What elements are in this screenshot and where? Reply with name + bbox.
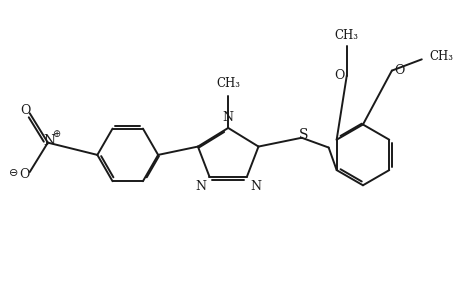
Text: O: O xyxy=(393,64,404,77)
Text: S: S xyxy=(298,128,308,142)
Text: O: O xyxy=(333,69,344,82)
Text: ⊕: ⊕ xyxy=(52,129,61,139)
Text: N: N xyxy=(250,180,261,193)
Text: O: O xyxy=(21,104,31,117)
Text: O: O xyxy=(20,168,30,181)
Text: ⊖: ⊖ xyxy=(9,168,19,178)
Text: CH₃: CH₃ xyxy=(334,29,358,42)
Text: CH₃: CH₃ xyxy=(216,77,240,90)
Text: CH₃: CH₃ xyxy=(428,50,452,63)
Text: N: N xyxy=(222,111,233,124)
Text: N: N xyxy=(195,180,206,193)
Text: N: N xyxy=(44,134,56,148)
